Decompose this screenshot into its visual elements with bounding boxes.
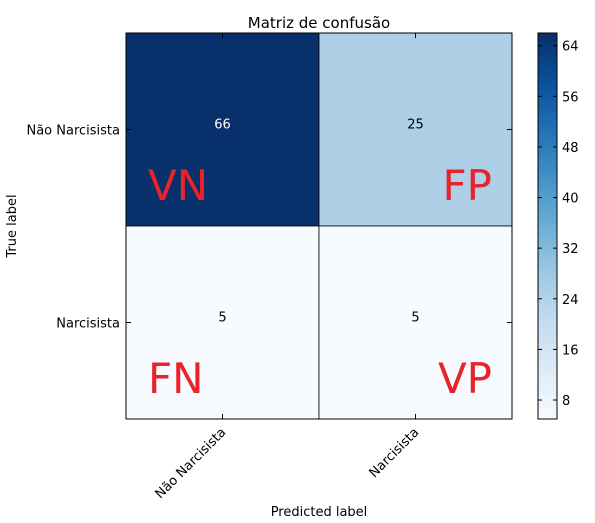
colorbar-tick-label: 32 <box>562 242 579 257</box>
quadrant-label: FN <box>148 354 204 403</box>
x-axis-label: Predicted label <box>271 505 368 520</box>
x-tick-label: Não Narcisista <box>153 425 230 502</box>
axis-ticks <box>126 33 512 419</box>
quadrant-labels: VN FP FN VP <box>148 161 492 403</box>
matrix-cell <box>125 225 320 420</box>
colorbar: 8 16 24 32 40 48 56 64 <box>537 32 579 420</box>
colorbar-tick-label: 56 <box>562 90 579 105</box>
colorbar-tick-label: 48 <box>562 141 579 156</box>
y-tick-labels: Não Narcisista Narcisista <box>26 124 120 332</box>
quadrant-label: FP <box>443 161 493 210</box>
colorbar-tick-label: 40 <box>562 192 579 207</box>
matrix-cell <box>125 32 320 227</box>
y-tick-label: Não Narcisista <box>26 124 120 139</box>
quadrant-label: VN <box>148 161 208 210</box>
colorbar-tick-label: 16 <box>562 343 579 358</box>
cell-values: 66 25 5 5 <box>214 118 424 326</box>
cell-value-label: 25 <box>407 118 424 133</box>
matrix-cell <box>318 225 513 420</box>
cell-value-label: 5 <box>411 311 419 326</box>
plot-frame <box>125 32 513 420</box>
cell-value-label: 66 <box>214 118 231 133</box>
matrix-cells <box>125 32 513 420</box>
colorbar-tick-label: 8 <box>562 394 570 409</box>
colorbar-tick-label: 24 <box>562 293 579 308</box>
colorbar-tick-label: 64 <box>562 40 579 55</box>
y-axis-label: True label <box>5 194 20 258</box>
x-tick-label: Narcisista <box>367 425 423 481</box>
quadrant-label: VP <box>438 354 492 403</box>
matrix-cell <box>318 32 513 227</box>
cell-value-label: 5 <box>218 311 226 326</box>
y-tick-label: Narcisista <box>56 317 120 332</box>
chart-title: Matriz de confusão <box>248 14 390 32</box>
x-tick-labels: Não Narcisista Narcisista <box>153 425 423 502</box>
colorbar-gradient <box>537 32 558 420</box>
